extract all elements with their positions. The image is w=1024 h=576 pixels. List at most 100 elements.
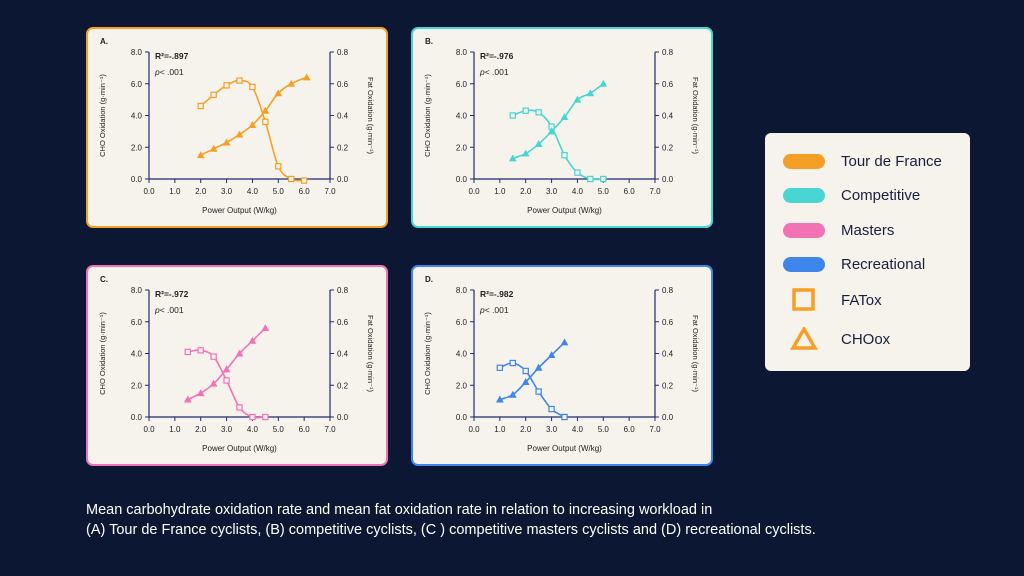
y-right-tick-label: 0.4 [662,350,674,359]
x-tick-label: 4.0 [572,187,584,196]
x-tick-label: 1.0 [169,187,181,196]
cho-oxidation-point [209,379,218,387]
y-right-tick-label: 0.2 [337,143,349,152]
y-left-tick-label: 6.0 [456,318,468,327]
y-left-tick-label: 0.0 [456,413,468,422]
panel-label: D. [425,275,433,284]
cho-oxidation-point [235,130,244,138]
legend-item-recreational: Recreational [783,251,925,277]
fat-oxidation-point [210,353,217,360]
y-left-tick-label: 2.0 [456,143,468,152]
legend-item-fatox: FATox [783,287,882,313]
x-tick-label: 0.0 [468,425,480,434]
cho-oxidation-point [508,390,517,398]
p-value-label: p< .001 [154,67,184,77]
x-tick-label: 7.0 [324,425,336,434]
y-right-axis-title: Fat Oxidation (g·min⁻¹) [691,315,700,392]
fat-oxidation-point [275,163,282,170]
cho-oxidation-point [183,395,192,403]
x-tick-label: 1.0 [494,187,506,196]
x-tick-label: 4.0 [247,187,259,196]
y-left-tick-label: 4.0 [131,112,143,121]
fat-oxidation-point [561,151,568,159]
cho-oxidation-point [248,121,257,128]
fat-oxidation-point [197,102,204,110]
fat-oxidation-point [587,175,594,183]
legend-swatch-tour-de-france [783,153,825,169]
x-tick-label: 1.0 [494,425,506,434]
x-tick-label: 3.0 [221,425,233,434]
r-squared-label: R²=-.897 [155,51,189,61]
chart-panel-a: A. R²=-.897 p< .001 0.0 2.0 4.0 6.0 8.0 0.0 0.2 0.… [86,27,388,228]
x-tick-label: 3.0 [221,187,233,196]
fat-oxidation-point [197,347,204,354]
x-tick-label: 3.0 [546,187,558,196]
chart-d: D. R²=-.982 p< .001 0.0 2.0 4.0 6.0 8.0 0.0 0.2 0.… [423,275,700,453]
y-left-axis-title: CHO Oxidation (g·min⁻¹) [98,74,107,157]
p-symbol: p [479,305,485,315]
y-left-tick-label: 0.0 [456,175,468,184]
fat-oxidation-point [548,405,555,413]
y-left-tick-label: 6.0 [131,318,143,327]
x-tick-label: 0.0 [143,187,155,196]
p-symbol: p [154,67,160,77]
y-right-tick-label: 0.6 [662,318,674,327]
fat-oxidation-point [210,91,217,99]
cho-oxidation-point [560,113,569,121]
triangle-marker-shape [789,327,819,350]
y-right-tick-label: 0.8 [662,48,674,57]
fat-oxidation-point [249,83,256,91]
panel-label: B. [425,37,433,46]
r-squared-label: R²=-.972 [155,289,189,299]
fat-oxidation-point [249,413,256,421]
cho-oxidation-point [302,73,311,81]
y-right-tick-label: 0.2 [337,381,349,390]
x-tick-label: 5.0 [273,425,285,434]
x-tick-label: 6.0 [624,187,636,196]
y-right-tick-label: 0.4 [662,112,674,121]
y-left-tick-label: 4.0 [131,350,143,359]
cho-oxidation-point [287,79,296,87]
cho-oxidation-point [586,89,595,97]
cho-oxidation-line [187,327,266,401]
y-right-tick-label: 0.4 [337,350,349,359]
x-tick-label: 2.0 [520,187,532,196]
x-tick-label: 4.0 [247,425,259,434]
cho-oxidation-point [560,338,569,346]
legend: Tour de France Competitive Masters Recre… [765,133,970,371]
fat-oxidation-point [262,413,269,421]
r-squared-label: R²=-.976 [480,51,514,61]
x-axis-title: Power Output (W/kg) [527,444,602,453]
x-tick-label: 2.0 [195,187,207,196]
x-tick-label: 7.0 [649,187,661,196]
x-tick-label: 6.0 [299,425,311,434]
fat-oxidation-line [499,362,565,418]
x-tick-label: 0.0 [468,187,480,196]
x-axis-title: Power Output (W/kg) [527,206,602,215]
fat-oxidation-point [574,169,581,176]
r-squared-label: R²=-.982 [480,289,514,299]
y-left-tick-label: 4.0 [456,350,468,359]
square-marker-shape [792,288,815,311]
x-axis-title: Power Output (W/kg) [202,444,277,453]
x-tick-label: 3.0 [546,425,558,434]
chart-panel-b: B. R²=-.976 p< .001 0.0 2.0 4.0 6.0 8.0 0.0 0.2 0.… [411,27,713,228]
y-left-tick-label: 2.0 [131,143,143,152]
fat-oxidation-point [184,348,191,356]
y-right-tick-label: 0.8 [662,286,674,295]
fat-oxidation-line [187,349,266,419]
p-symbol: p [154,305,160,315]
x-tick-label: 6.0 [299,187,311,196]
cho-oxidation-point [495,395,504,403]
x-axis-title: Power Output (W/kg) [202,206,277,215]
cho-oxidation-point [521,378,530,386]
legend-item-tour-de-france: Tour de France [783,148,942,174]
x-tick-label: 5.0 [273,187,285,196]
x-tick-label: 1.0 [169,425,181,434]
fat-oxidation-line [512,109,604,181]
x-tick-label: 7.0 [649,425,661,434]
x-tick-label: 2.0 [195,425,207,434]
fat-oxidation-point [300,177,308,184]
cho-oxidation-point [196,151,205,159]
chart-panel-c: C. R²=-.972 p< .001 0.0 2.0 4.0 6.0 8.0 0.0 0.2 0.… [86,265,388,466]
